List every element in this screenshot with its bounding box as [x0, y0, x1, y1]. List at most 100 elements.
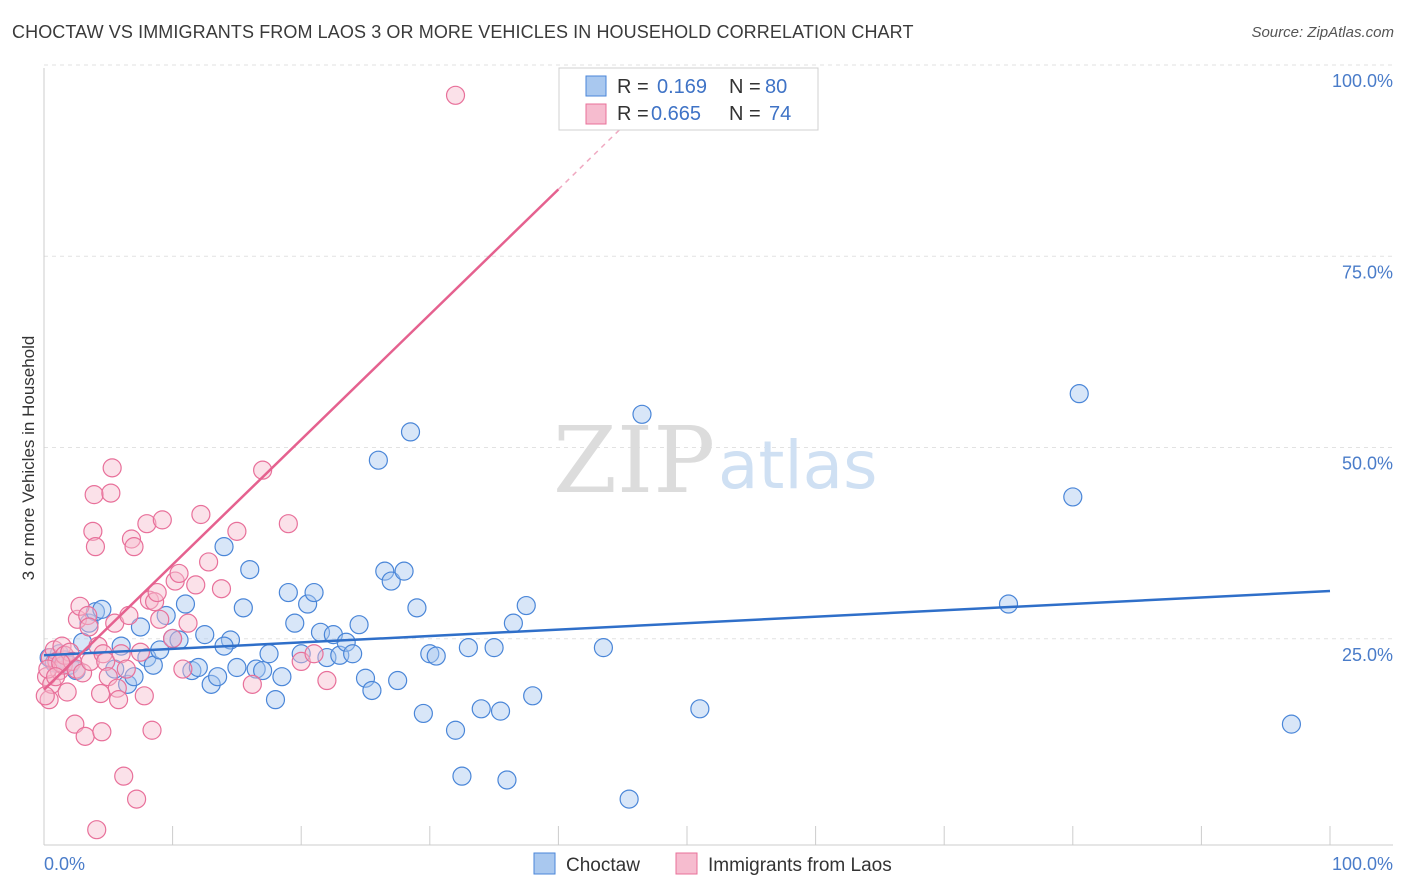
laos-point	[304, 644, 324, 664]
choctaw-point	[593, 638, 614, 658]
choctaw-point	[343, 644, 363, 664]
legend-swatch-choctaw	[585, 75, 607, 97]
choctaw-point	[452, 766, 472, 786]
laos-point	[111, 644, 131, 664]
laos-trend-extension	[557, 126, 624, 190]
choctaw-point	[253, 660, 273, 681]
choctaw-point	[998, 594, 1019, 614]
laos-point	[253, 460, 273, 480]
choctaw-point	[381, 571, 401, 591]
choctaw-point	[497, 770, 517, 790]
y-tick-label: 50.0%	[1342, 454, 1393, 474]
laos-point	[83, 521, 103, 541]
choctaw-point	[458, 638, 478, 658]
laos-point	[142, 720, 162, 740]
choctaw-point	[175, 594, 196, 614]
laos-point	[85, 537, 106, 557]
choctaw-point	[259, 644, 279, 664]
laos-point	[90, 683, 111, 704]
laos-trend-line	[43, 188, 560, 691]
choctaw-point	[130, 617, 151, 637]
choctaw-point	[1069, 384, 1089, 404]
series-legend: Choctaw Immigrants from Laos	[533, 852, 892, 876]
choctaw-point	[92, 599, 112, 619]
y-tick-label: 75.0%	[1342, 262, 1393, 282]
choctaw-point	[272, 667, 292, 687]
laos-point	[191, 504, 211, 525]
choctaw-trend-line	[43, 589, 1331, 657]
laos-point	[163, 628, 183, 649]
laos-point	[130, 642, 151, 662]
y-tick-label: 100.0%	[1332, 71, 1393, 91]
watermark: ZIP atlas	[553, 407, 878, 514]
choctaw-point	[201, 674, 221, 694]
laos-point	[173, 659, 193, 679]
laos-point	[227, 521, 247, 541]
laos-point	[75, 726, 95, 746]
legend-n-label-2: N =	[729, 103, 761, 125]
laos-point	[137, 514, 157, 534]
laos-point	[178, 613, 198, 633]
laos-point	[278, 514, 298, 534]
axes	[43, 68, 1393, 846]
laos-point	[199, 552, 219, 572]
choctaw-point	[227, 657, 247, 678]
laos-point	[84, 485, 104, 505]
axis-ticks: 25.0% 50.0% 75.0% 100.0%	[1332, 71, 1393, 665]
bottom-swatch-choctaw	[533, 852, 556, 875]
choctaw-point	[355, 668, 376, 688]
laos-point	[65, 714, 85, 734]
laos-point	[39, 690, 59, 710]
legend-swatch-laos	[585, 103, 607, 125]
choctaw-point	[124, 667, 144, 687]
choctaw-point	[246, 659, 266, 679]
laos-point	[72, 663, 93, 683]
legend-n-value-2: 74	[769, 103, 791, 125]
choctaw-point	[298, 594, 318, 614]
laos-point	[102, 458, 122, 478]
choctaw-point	[523, 686, 543, 706]
choctaw-point	[278, 582, 298, 603]
choctaw-point	[117, 674, 138, 694]
choctaw-point	[426, 646, 446, 666]
laos-point	[121, 529, 142, 549]
laos-point	[92, 722, 112, 742]
laos-point	[152, 510, 172, 530]
laos-point	[79, 617, 99, 637]
series-laos-points	[35, 85, 466, 840]
gridlines	[44, 64, 1393, 640]
choctaw-point	[285, 613, 305, 633]
choctaw-point	[394, 561, 414, 581]
y-axis-label: 3 or more Vehicles in Household	[19, 336, 38, 581]
choctaw-point	[240, 559, 260, 580]
bottom-legend-laos: Immigrants from Laos	[708, 855, 892, 876]
chart-title: CHOCTAW VS IMMIGRANTS FROM LAOS 3 OR MOR…	[12, 22, 914, 42]
laos-point	[317, 670, 337, 691]
choctaw-point	[368, 450, 388, 470]
x-tick-min: 0.0%	[44, 854, 85, 874]
laos-point	[126, 789, 147, 809]
choctaw-point	[388, 670, 408, 691]
choctaw-point	[195, 625, 215, 645]
laos-point	[134, 686, 154, 706]
choctaw-point	[1063, 487, 1083, 507]
laos-point	[124, 537, 144, 557]
legend-r-label-1: R =	[617, 76, 649, 98]
choctaw-point	[490, 701, 511, 721]
choctaw-point	[349, 615, 369, 635]
choctaw-point	[690, 699, 710, 719]
choctaw-point	[233, 598, 253, 618]
laos-point	[150, 609, 170, 629]
laos-point	[186, 575, 206, 595]
laos-point	[108, 690, 129, 710]
y-tick-label: 25.0%	[1342, 645, 1393, 665]
choctaw-point	[336, 632, 356, 652]
source-label: Source: ZipAtlas.com	[1251, 24, 1394, 41]
bottom-legend-choctaw: Choctaw	[566, 855, 640, 876]
legend-r-value-1: 0.169	[657, 76, 707, 98]
series-choctaw-points	[39, 384, 1302, 809]
laos-point	[147, 582, 167, 603]
choctaw-point	[407, 598, 427, 618]
choctaw-point	[214, 537, 234, 557]
